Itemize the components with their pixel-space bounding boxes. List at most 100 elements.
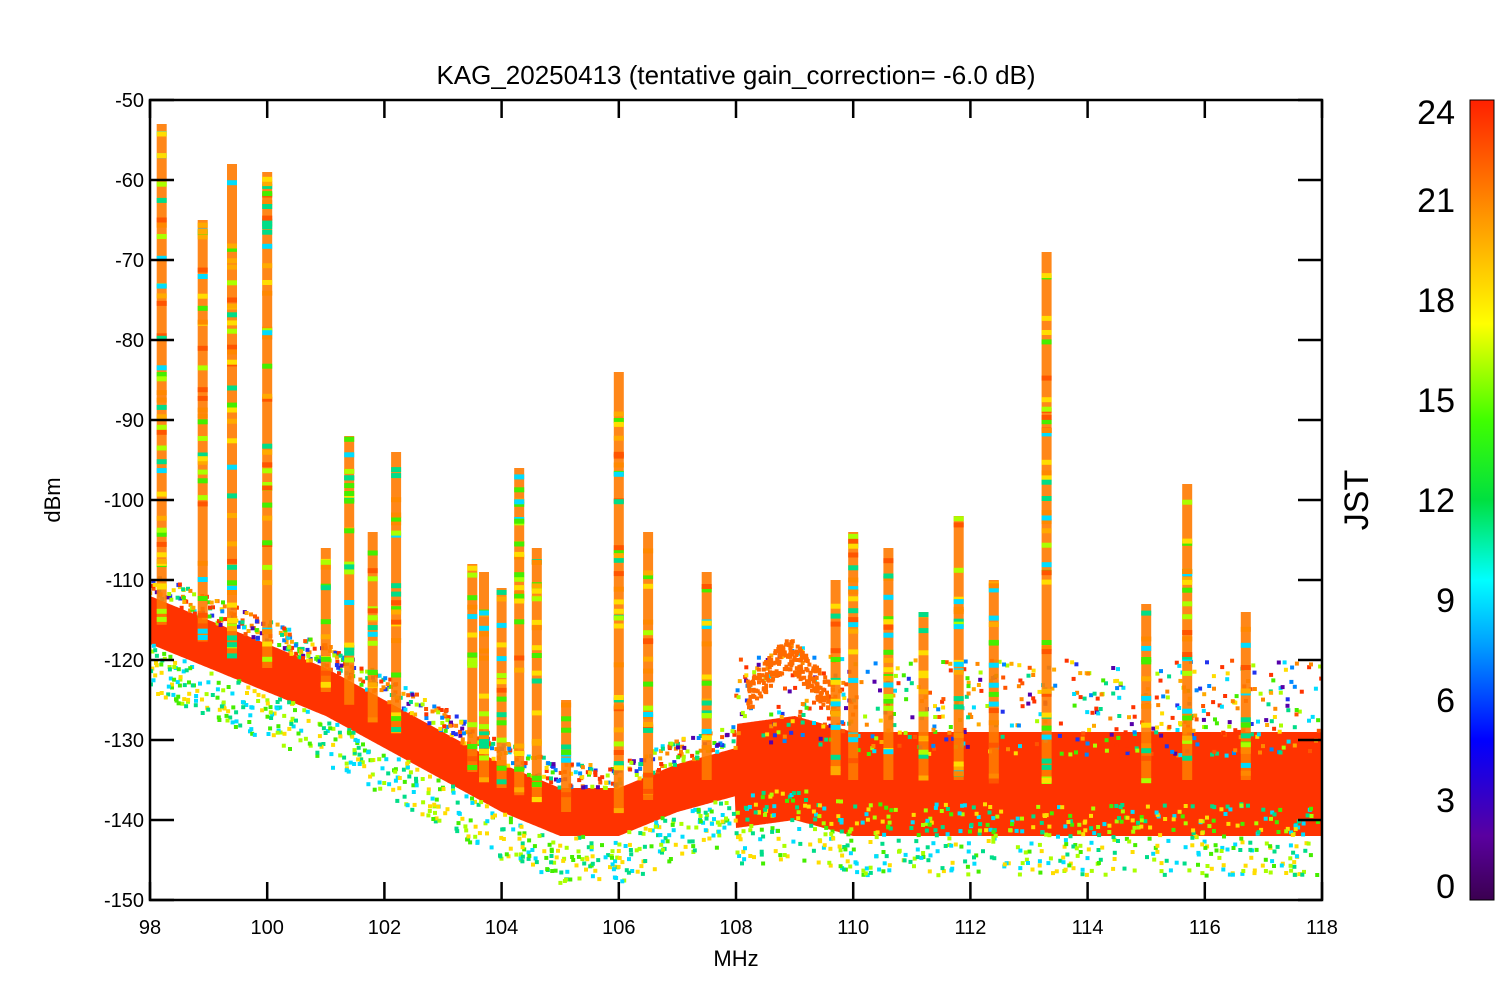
peak-point — [496, 760, 507, 765]
spectrum-point — [1149, 743, 1154, 748]
peak-point — [1182, 670, 1193, 676]
spectrum-point — [172, 677, 177, 682]
spectrum-point — [333, 737, 338, 742]
spectrum-point — [828, 846, 833, 851]
spectrum-point — [462, 741, 467, 746]
spectrum-point — [950, 860, 955, 865]
peak-point — [496, 687, 507, 693]
peak-point — [514, 667, 525, 673]
peak-point — [1041, 528, 1052, 534]
spectrum-point — [391, 787, 396, 792]
spectrum-point — [1270, 810, 1275, 815]
spectrum-point — [182, 683, 187, 688]
spectrum-point — [1057, 805, 1061, 810]
spectrum-point — [384, 757, 389, 762]
peak-point — [953, 599, 964, 605]
spectrum-point — [1273, 706, 1278, 711]
spectrum-point — [1031, 673, 1036, 677]
peak-point — [391, 530, 402, 536]
spectrum-point — [168, 654, 173, 659]
spectrum-point — [740, 861, 744, 866]
spectrum-point — [931, 727, 936, 732]
peak-point — [830, 621, 841, 627]
spectrum-point — [995, 814, 1000, 819]
peak-point — [467, 614, 478, 620]
spectrum-point — [1119, 753, 1123, 758]
spectrum-point — [947, 836, 952, 841]
spectrum-point — [1294, 708, 1299, 712]
spectrum-point — [377, 757, 382, 762]
spectrum-point — [670, 822, 675, 827]
spectrum-point — [1080, 872, 1085, 877]
signal-peak — [988, 580, 999, 784]
spectrum-point — [913, 658, 918, 663]
spectrum-point — [379, 688, 384, 693]
peak-point — [156, 584, 167, 590]
peak-point — [1041, 562, 1052, 568]
spectrum-point — [1174, 860, 1179, 865]
spectrum-point — [992, 856, 997, 861]
spectrum-point — [590, 784, 595, 789]
spectrum-point — [904, 697, 909, 702]
spectrum-point — [773, 660, 778, 665]
spectrum-point — [1104, 738, 1109, 743]
spectrum-point — [880, 841, 885, 846]
spectrum-point — [1264, 718, 1269, 723]
spectrum-point — [1114, 727, 1119, 732]
spectrum-point — [1178, 678, 1183, 683]
spectrum-point — [1196, 862, 1200, 867]
colorbar-tick-label: 0 — [1436, 868, 1455, 906]
spectrum-point — [508, 846, 513, 851]
spectrum-point — [1175, 703, 1180, 708]
spectrum-point — [1053, 683, 1058, 688]
spectrum-point — [577, 876, 582, 881]
x-tick-label: 98 — [139, 917, 161, 939]
spectrum-point — [1152, 857, 1157, 862]
spectrum-point — [216, 680, 221, 685]
peak-point — [531, 653, 542, 658]
peak-point — [830, 766, 841, 772]
signal-peak — [367, 532, 378, 723]
peak-point — [883, 667, 894, 673]
spectrum-point — [933, 828, 938, 833]
spectrum-point — [280, 632, 284, 637]
spectrum-point — [182, 659, 187, 664]
spectrum-point — [252, 689, 257, 694]
spectrum-point — [800, 661, 805, 665]
spectrum-point — [887, 868, 892, 873]
spectrum-point — [767, 660, 772, 664]
colorbar — [1469, 99, 1495, 901]
peak-point — [227, 541, 237, 547]
spectrum-point — [806, 804, 811, 809]
spectrum-point — [159, 691, 164, 695]
peak-point — [391, 712, 402, 718]
spectrum-point — [821, 671, 826, 676]
peak-point — [197, 305, 208, 311]
spectrum-point — [166, 692, 171, 697]
spectrum-point — [637, 846, 642, 851]
spectrum-point — [175, 595, 180, 600]
spectrum-point — [841, 729, 846, 734]
spectrum-point — [928, 816, 933, 821]
spectrum-point — [1252, 871, 1257, 876]
spectrum-point — [680, 834, 685, 839]
spectrum-point — [1116, 667, 1120, 672]
spectrum-point — [216, 619, 221, 624]
spectrum-point — [1270, 859, 1275, 864]
peak-point — [613, 662, 624, 668]
spectrum-point — [282, 638, 287, 643]
chart-title: KAG_20250413 (tentative gain_correction=… — [436, 60, 1035, 90]
spectrum-point — [1121, 685, 1126, 690]
spectrum-point — [1051, 871, 1055, 876]
spectrum-point — [256, 699, 261, 703]
spectrum-point — [628, 767, 633, 772]
spectrum-point — [627, 842, 632, 847]
peak-point — [197, 345, 208, 351]
spectrum-point — [1154, 730, 1159, 735]
peak-point — [227, 297, 237, 303]
spectrum-point — [473, 799, 477, 804]
spectrum-point — [590, 854, 595, 859]
spectrum-point — [943, 802, 948, 807]
signal-peak — [391, 452, 402, 734]
spectrum-point — [1019, 735, 1024, 740]
